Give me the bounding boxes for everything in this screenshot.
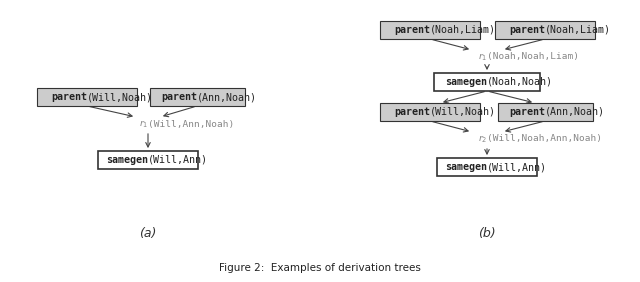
Text: (b): (b) — [478, 228, 496, 241]
Text: parent: parent — [394, 107, 430, 117]
Text: parent: parent — [51, 92, 87, 102]
Bar — [497, 103, 593, 121]
Text: (Ann,Noah): (Ann,Noah) — [545, 107, 605, 117]
Text: (Will,Noah,Ann,Noah): (Will,Noah,Ann,Noah) — [487, 135, 602, 144]
Text: $r_1$: $r_1$ — [477, 51, 487, 63]
Bar — [37, 88, 137, 106]
Text: (Noah,Noah,Liam): (Noah,Noah,Liam) — [487, 52, 579, 61]
Text: (Will,Noah): (Will,Noah) — [87, 92, 153, 102]
Text: parent: parent — [394, 25, 430, 35]
Text: (Will,Noah): (Will,Noah) — [430, 107, 496, 117]
Text: (Will,Ann,Noah): (Will,Ann,Noah) — [148, 120, 234, 129]
Bar — [380, 21, 480, 39]
Text: $r_2$: $r_2$ — [477, 133, 487, 145]
Text: samegen: samegen — [445, 77, 487, 87]
Text: parent: parent — [509, 107, 545, 117]
Bar — [436, 158, 537, 176]
Text: (a): (a) — [140, 228, 157, 241]
Text: parent: parent — [161, 92, 197, 102]
Text: samegen: samegen — [106, 155, 148, 165]
Text: (Noah,Liam): (Noah,Liam) — [430, 25, 496, 35]
Text: parent: parent — [509, 25, 545, 35]
Bar — [98, 151, 198, 169]
Text: (Noah,Noah): (Noah,Noah) — [487, 77, 553, 87]
Text: samegen: samegen — [445, 162, 487, 172]
Text: $r_1$: $r_1$ — [138, 118, 148, 130]
Bar — [495, 21, 595, 39]
Text: (Will,Ann): (Will,Ann) — [148, 155, 208, 165]
Text: (Noah,Liam): (Noah,Liam) — [545, 25, 611, 35]
Bar — [380, 103, 480, 121]
Text: (Ann,Noah): (Ann,Noah) — [197, 92, 257, 102]
Text: Figure 2:  Examples of derivation trees: Figure 2: Examples of derivation trees — [219, 263, 421, 273]
Bar — [150, 88, 244, 106]
Text: (Will,Ann): (Will,Ann) — [487, 162, 547, 172]
Bar — [435, 73, 540, 91]
